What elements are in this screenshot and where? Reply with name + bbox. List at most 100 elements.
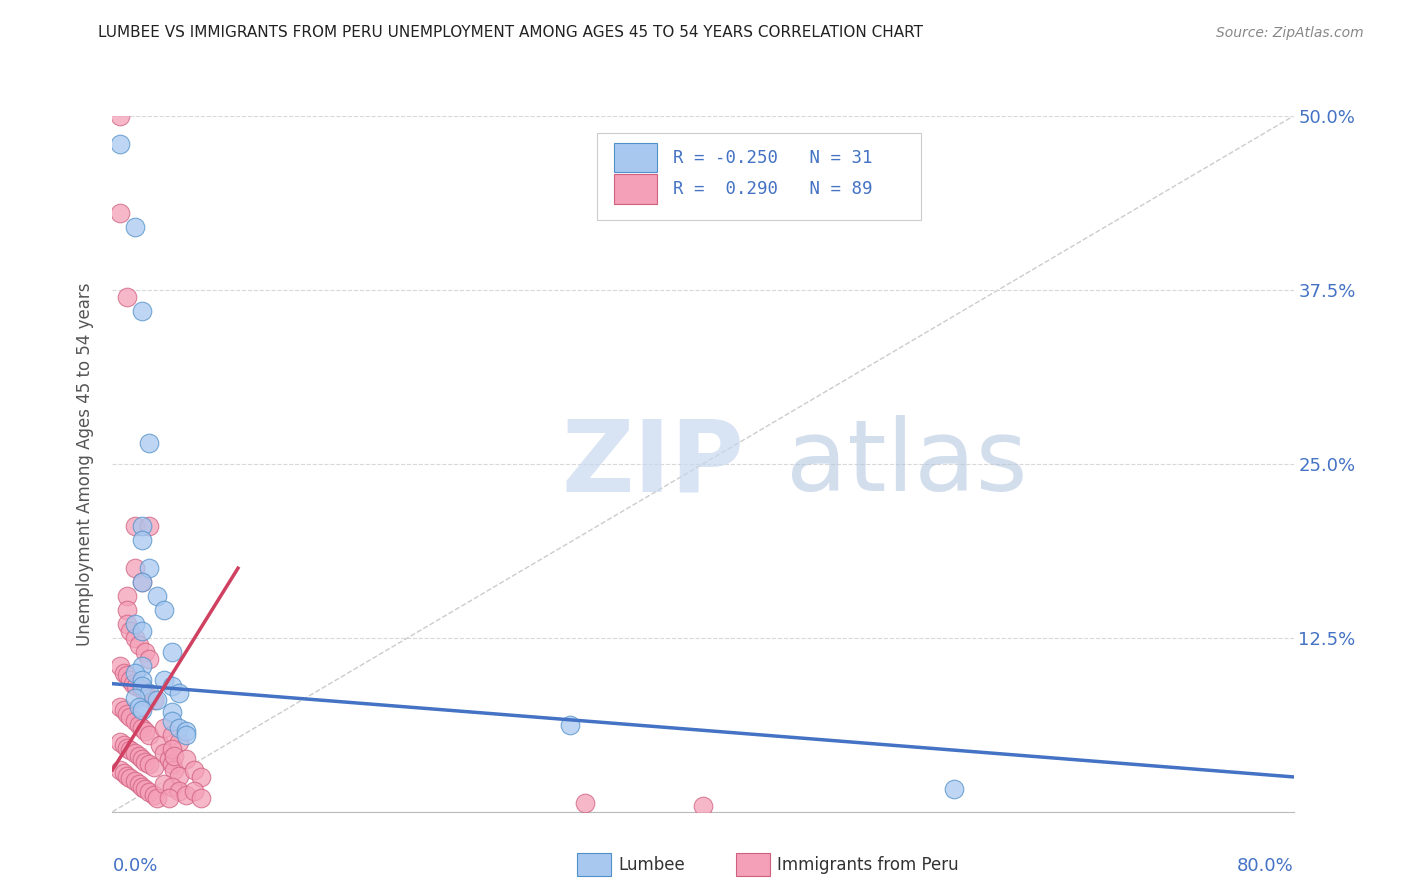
Point xyxy=(124,561,146,575)
Point xyxy=(157,790,180,805)
Point xyxy=(128,718,150,732)
Point xyxy=(167,768,190,782)
Point xyxy=(174,752,197,766)
Point xyxy=(108,206,131,220)
Point xyxy=(138,519,160,533)
Point xyxy=(131,575,153,590)
Point xyxy=(142,760,165,774)
Point xyxy=(160,757,183,772)
Point xyxy=(138,785,160,799)
Point xyxy=(112,765,135,780)
Point xyxy=(117,707,138,722)
Point xyxy=(122,676,145,690)
Point xyxy=(574,797,596,811)
Point xyxy=(558,718,582,732)
Point xyxy=(131,721,153,735)
Text: Immigrants from Peru: Immigrants from Peru xyxy=(778,855,959,873)
Point xyxy=(138,561,160,575)
Point xyxy=(146,693,169,707)
Point xyxy=(167,721,190,735)
Point xyxy=(120,710,142,724)
Point xyxy=(120,624,142,638)
Text: LUMBEE VS IMMIGRANTS FROM PERU UNEMPLOYMENT AMONG AGES 45 TO 54 YEARS CORRELATIO: LUMBEE VS IMMIGRANTS FROM PERU UNEMPLOYM… xyxy=(98,25,924,40)
Text: 0.0%: 0.0% xyxy=(112,857,157,875)
Point xyxy=(149,738,172,752)
Point xyxy=(142,788,165,802)
Point xyxy=(190,770,212,784)
Point xyxy=(117,616,138,631)
Point xyxy=(128,749,150,764)
Point xyxy=(108,658,131,673)
Point xyxy=(134,782,156,797)
FancyBboxPatch shape xyxy=(614,175,657,203)
Point xyxy=(120,772,142,786)
Point xyxy=(131,703,153,717)
Point xyxy=(131,682,153,697)
Point xyxy=(160,705,183,719)
Text: ZIP: ZIP xyxy=(561,416,744,512)
Point xyxy=(146,790,169,805)
Point xyxy=(112,703,135,717)
Point xyxy=(131,533,153,548)
Point xyxy=(138,436,160,450)
Point xyxy=(153,603,176,617)
Point xyxy=(112,665,135,680)
Point xyxy=(117,740,138,755)
Point xyxy=(167,686,190,700)
Point xyxy=(183,784,205,798)
Point xyxy=(160,728,183,742)
Point xyxy=(131,680,153,694)
Point xyxy=(120,743,142,757)
Text: atlas: atlas xyxy=(786,416,1028,512)
Point xyxy=(163,749,186,764)
Point xyxy=(108,735,131,749)
Point xyxy=(117,668,138,682)
Point xyxy=(160,780,183,794)
Point xyxy=(124,220,146,235)
Point xyxy=(131,303,153,318)
Point xyxy=(124,714,146,729)
Point xyxy=(134,645,156,659)
Point xyxy=(138,757,160,772)
Point xyxy=(124,746,146,760)
Point xyxy=(131,752,153,766)
Text: Lumbee: Lumbee xyxy=(619,855,685,873)
Point xyxy=(124,631,146,645)
Point xyxy=(134,755,156,769)
Point xyxy=(153,721,176,735)
Point xyxy=(112,738,135,752)
Point xyxy=(124,519,146,533)
FancyBboxPatch shape xyxy=(596,134,921,220)
FancyBboxPatch shape xyxy=(576,854,610,876)
Point xyxy=(128,638,150,652)
Point xyxy=(138,651,160,665)
Point xyxy=(108,763,131,777)
Point xyxy=(131,624,153,638)
Point xyxy=(190,790,212,805)
Point xyxy=(160,714,183,729)
Point xyxy=(160,680,183,694)
Point xyxy=(131,575,153,590)
Point xyxy=(167,735,190,749)
Point xyxy=(142,693,165,707)
Point xyxy=(131,658,153,673)
Point xyxy=(117,768,138,782)
Point xyxy=(138,690,160,705)
Point xyxy=(160,742,183,756)
Point xyxy=(131,519,153,533)
Text: R =  0.290   N = 89: R = 0.290 N = 89 xyxy=(673,180,873,198)
Point xyxy=(157,752,180,766)
Point xyxy=(942,782,965,797)
Point xyxy=(174,788,197,802)
Point xyxy=(134,724,156,739)
Point xyxy=(128,777,150,791)
Point xyxy=(131,780,153,794)
Point xyxy=(146,589,169,603)
Y-axis label: Unemployment Among Ages 45 to 54 years: Unemployment Among Ages 45 to 54 years xyxy=(76,282,94,646)
Point xyxy=(117,290,138,304)
Point xyxy=(692,799,714,814)
Point xyxy=(153,777,176,791)
Point xyxy=(183,763,205,777)
Point xyxy=(160,645,183,659)
Point xyxy=(131,673,153,687)
